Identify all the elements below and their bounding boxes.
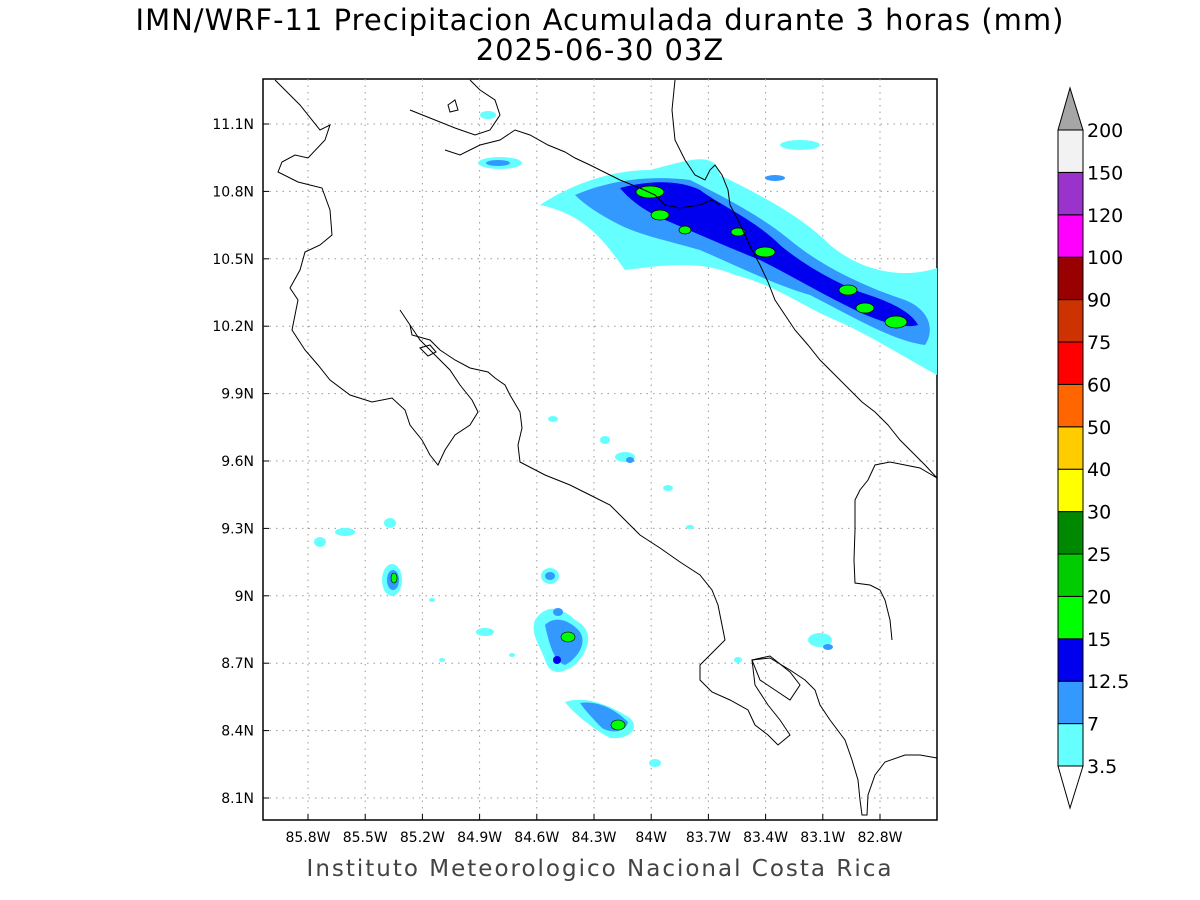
lat-tick-label: 11.1N [212, 117, 254, 133]
colorbar-swatch [1057, 553, 1084, 597]
lat-tick-label: 8.7N [221, 656, 254, 672]
colorbar-bottom-arrow [1057, 765, 1084, 810]
lat-tick-label: 9.9N [221, 387, 254, 403]
lon-tick-label: 84.9W [457, 830, 502, 846]
precip-cells-south [314, 416, 833, 767]
lon-tick-label: 85.2W [400, 830, 445, 846]
lat-tick-label: 9N [235, 589, 254, 605]
lon-tick-label: 85.5W [343, 830, 388, 846]
colorbar-label: 7 [1087, 714, 1099, 736]
colorbar-label: 75 [1087, 332, 1111, 354]
colorbar-swatch [1057, 171, 1084, 216]
colorbar-swatch [1057, 680, 1084, 725]
colorbar-label: 25 [1087, 544, 1111, 566]
coastline [274, 79, 938, 816]
colorbar-swatch [1057, 383, 1084, 428]
colorbar-swatch [1057, 468, 1084, 513]
colorbar-swatch [1057, 341, 1084, 385]
lon-tick-label: 83.7W [686, 830, 731, 846]
lon-tick-label: 84.6W [514, 830, 559, 846]
lat-tick-label: 9.3N [221, 521, 254, 537]
colorbar-label: 40 [1087, 459, 1111, 481]
colorbar-swatch [1057, 426, 1084, 470]
lat-tick-label: 9.6N [221, 454, 254, 470]
map-date: 2025-06-30 03Z [475, 33, 725, 67]
colorbar-label: 100 [1087, 247, 1123, 269]
colorbar-label: 15 [1087, 629, 1111, 651]
latitude-axis: 11.1N 10.8N 10.5N 10.2N 9.9N 9.6N 9.3N 9N 8.7N 8.… [212, 117, 269, 807]
colorbar-swatch [1057, 256, 1084, 301]
colorbar-swatch [1057, 511, 1084, 555]
colorbar-label: 200 [1087, 120, 1123, 142]
lat-tick-label: 8.1N [221, 791, 254, 807]
institution-credit: Instituto Meteorologico Nacional Costa R… [306, 856, 894, 882]
lon-tick-label: 83.4W [743, 830, 788, 846]
lat-tick-label: 10.8N [212, 184, 254, 200]
colorbar-label: 150 [1087, 162, 1123, 184]
colorbar-label: 50 [1087, 417, 1111, 439]
colorbar-label: 120 [1087, 205, 1123, 227]
colorbar-label: 30 [1087, 502, 1111, 524]
lon-tick-label: 83.1W [800, 830, 845, 846]
colorbar-swatch [1057, 214, 1084, 258]
colorbar: 3.5 7 12.5 15 20 25 30 40 50 60 75 90 100 120 150 200 [1057, 86, 1129, 810]
colorbar-label: 60 [1087, 374, 1111, 396]
colorbar-swatch [1057, 595, 1084, 640]
lat-tick-label: 10.5N [212, 252, 254, 268]
colorbar-top-arrow [1057, 86, 1084, 131]
colorbar-swatch [1057, 638, 1084, 682]
lat-tick-label: 8.4N [221, 724, 254, 740]
colorbar-swatch [1057, 723, 1084, 767]
colorbar-swatch [1057, 129, 1084, 173]
map-title: IMN/WRF-11 Precipitacion Acumulada duran… [135, 3, 1065, 37]
lon-tick-label: 82.8W [857, 830, 902, 846]
lon-tick-label: 85.8W [285, 830, 330, 846]
precip-band-caribbean [478, 111, 937, 375]
lon-tick-label: 84.3W [571, 830, 616, 846]
colorbar-swatch [1057, 299, 1084, 343]
colorbar-label: 3.5 [1087, 756, 1117, 778]
longitude-axis: 85.8W 85.5W 85.2W 84.9W 84.6W 84.3W 84W 83.7W 83… [285, 814, 903, 846]
colorbar-label: 12.5 [1087, 671, 1129, 693]
colorbar-label: 90 [1087, 290, 1111, 312]
precipitation-field [314, 111, 937, 767]
lon-tick-label: 84W [635, 830, 667, 846]
colorbar-label: 20 [1087, 586, 1111, 608]
lat-tick-label: 10.2N [212, 319, 254, 335]
